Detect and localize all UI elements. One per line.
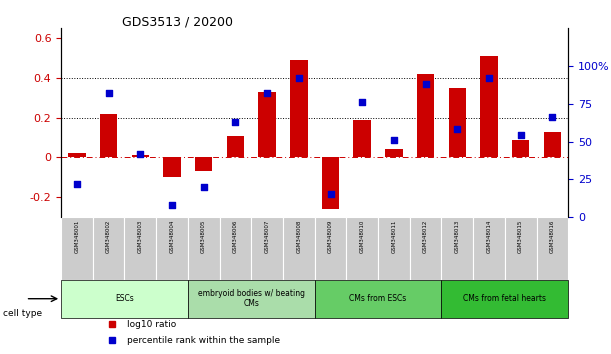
Bar [131,155,149,158]
Text: GSM348005: GSM348005 [201,220,207,253]
Bar [410,217,441,280]
Text: ESCs: ESCs [115,294,134,303]
Text: embryoid bodies w/ beating
CMs: embryoid bodies w/ beating CMs [198,289,305,308]
Point [389,137,399,143]
Bar [163,158,181,177]
Text: GDS3513 / 20200: GDS3513 / 20200 [122,15,233,28]
Text: GSM348001: GSM348001 [75,220,79,253]
Bar [417,74,434,158]
Bar [93,217,125,280]
Bar [441,217,473,280]
Point [516,133,525,138]
Point [484,75,494,81]
Point [452,127,462,132]
Bar [283,217,315,280]
Text: GSM348016: GSM348016 [550,220,555,253]
Bar [315,280,441,318]
Bar [258,92,276,158]
Bar [378,217,410,280]
Bar [125,217,156,280]
Bar [61,280,188,318]
Bar [195,158,213,171]
Text: GSM348006: GSM348006 [233,220,238,253]
Bar [544,132,561,158]
Point [199,184,208,190]
Point [136,151,145,156]
Bar [322,158,339,209]
Bar [385,149,403,158]
Text: CMs from ESCs: CMs from ESCs [349,294,407,303]
Bar [480,56,498,158]
Point [167,202,177,208]
Bar [188,217,219,280]
Point [326,192,335,197]
Text: GSM348008: GSM348008 [296,220,301,253]
Text: GSM348010: GSM348010 [360,220,365,253]
Bar [156,217,188,280]
Bar [100,114,117,158]
Bar [251,217,283,280]
Point [262,90,272,96]
Point [230,119,240,125]
Bar [346,217,378,280]
Point [72,181,82,187]
Point [547,115,557,120]
Text: GSM348015: GSM348015 [518,220,523,253]
Bar [441,280,568,318]
Bar [448,88,466,158]
Point [104,90,114,96]
Bar [473,217,505,280]
Text: GSM348014: GSM348014 [486,220,491,253]
Bar [61,217,93,280]
Bar [68,153,86,158]
Text: GSM348009: GSM348009 [328,220,333,253]
Bar [315,217,346,280]
Bar [188,280,315,318]
Point [357,99,367,105]
Text: log10 ratio: log10 ratio [127,320,177,329]
Text: GSM348003: GSM348003 [138,220,143,253]
Bar [512,139,529,158]
Point [421,81,431,87]
Bar [354,120,371,158]
Text: CMs from fetal hearts: CMs from fetal hearts [463,294,546,303]
Text: GSM348012: GSM348012 [423,220,428,253]
Bar [227,136,244,158]
Text: percentile rank within the sample: percentile rank within the sample [127,336,280,345]
Text: GSM348004: GSM348004 [169,220,175,253]
Bar [505,217,536,280]
Bar [536,217,568,280]
Text: GSM348002: GSM348002 [106,220,111,253]
Text: GSM348007: GSM348007 [265,220,269,253]
Text: GSM348011: GSM348011 [392,220,397,253]
Text: GSM348013: GSM348013 [455,220,460,253]
Bar [219,217,251,280]
Text: cell type: cell type [3,309,42,318]
Point [294,75,304,81]
Bar [290,60,307,158]
